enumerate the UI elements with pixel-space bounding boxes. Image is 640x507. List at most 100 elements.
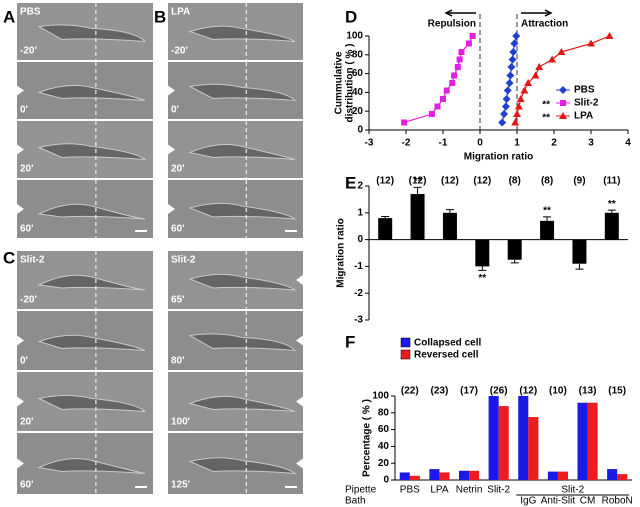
legend-swatch bbox=[400, 337, 411, 348]
cell bbox=[37, 334, 146, 351]
count-label: (12) bbox=[519, 386, 537, 397]
pipette-label: LPA bbox=[430, 485, 448, 496]
point bbox=[498, 118, 507, 127]
count-label: (12) bbox=[376, 176, 394, 187]
cell bbox=[37, 84, 146, 101]
time-label: 0' bbox=[20, 356, 28, 367]
count-label: (11) bbox=[603, 176, 620, 187]
point bbox=[456, 56, 463, 63]
pipette-marker bbox=[296, 396, 303, 407]
significance: ** bbox=[478, 273, 486, 284]
x-axis-label: Migration ratio bbox=[464, 152, 533, 163]
pipette-label: Netrin bbox=[456, 485, 483, 496]
bar bbox=[587, 402, 598, 480]
count-label: (10) bbox=[549, 386, 567, 397]
time-label: 60' bbox=[171, 224, 185, 235]
cell bbox=[188, 273, 297, 291]
panel-label: C bbox=[3, 248, 15, 267]
cell bbox=[37, 395, 147, 413]
bath-label: IgG bbox=[520, 496, 536, 507]
significance: ** bbox=[608, 199, 616, 210]
point bbox=[506, 71, 515, 80]
y-axis-label: Migration ratio bbox=[336, 218, 347, 287]
y-tick-label: 60 bbox=[378, 424, 390, 435]
legend-marker bbox=[559, 112, 567, 119]
y-tick-label: -2 bbox=[354, 288, 363, 299]
x-tick-label: 2 bbox=[551, 138, 557, 149]
error-bar bbox=[510, 259, 519, 264]
y-tick-label: 2 bbox=[357, 181, 363, 192]
bar bbox=[475, 239, 490, 267]
y-tick-label: 40 bbox=[378, 441, 390, 452]
point bbox=[512, 32, 521, 40]
time-label: -20' bbox=[171, 46, 188, 57]
significance: ** bbox=[543, 205, 551, 216]
y-tick-label: 80 bbox=[378, 407, 390, 418]
bar bbox=[488, 396, 499, 480]
point bbox=[440, 95, 446, 102]
bar bbox=[498, 406, 509, 480]
count-label: (12) bbox=[409, 176, 427, 187]
point bbox=[469, 33, 476, 39]
legend-label: Reversed cell bbox=[414, 350, 479, 361]
y-tick-label: 20 bbox=[352, 106, 364, 117]
y-tick-label: 60 bbox=[352, 68, 364, 79]
point bbox=[465, 40, 472, 47]
bar bbox=[528, 417, 539, 480]
point bbox=[587, 39, 595, 47]
y-tick-label: 40 bbox=[352, 87, 364, 98]
arrow bbox=[521, 9, 553, 17]
y-axis-label: distribution ( % ) bbox=[345, 44, 356, 123]
time-label: 0' bbox=[20, 105, 28, 116]
count-label: (8) bbox=[509, 176, 521, 187]
point bbox=[557, 47, 566, 55]
y-axis-label: Percentage ( % ) bbox=[362, 399, 373, 477]
y-tick-label: 80 bbox=[352, 49, 364, 60]
count-label: (12) bbox=[441, 176, 459, 187]
point bbox=[501, 102, 510, 111]
x-tick-label: 4 bbox=[625, 138, 631, 149]
significance: ** bbox=[542, 100, 550, 111]
time-label: 0' bbox=[171, 105, 179, 116]
point bbox=[505, 79, 514, 87]
panel-label: E bbox=[345, 173, 356, 192]
point bbox=[524, 79, 533, 86]
cell bbox=[188, 202, 297, 220]
bar bbox=[577, 402, 588, 480]
pipette-marker bbox=[17, 85, 24, 96]
error-bar bbox=[575, 263, 584, 270]
point bbox=[401, 119, 408, 126]
bar bbox=[540, 220, 555, 240]
time-label: 65' bbox=[171, 295, 185, 306]
panel-label: D bbox=[345, 7, 357, 26]
pipette-marker bbox=[17, 335, 24, 346]
legend-label: PBS bbox=[574, 85, 595, 96]
bar bbox=[410, 194, 425, 240]
pipette-label: PBS bbox=[400, 485, 420, 496]
bar bbox=[458, 470, 470, 480]
pipette-marker bbox=[17, 458, 24, 469]
x-tick-label: -3 bbox=[365, 138, 374, 149]
pipette-marker bbox=[17, 144, 24, 155]
bar bbox=[518, 396, 529, 480]
time-label: 100' bbox=[171, 417, 190, 428]
series-line bbox=[403, 35, 474, 124]
point bbox=[531, 71, 540, 79]
point bbox=[520, 86, 529, 94]
point bbox=[449, 80, 456, 86]
point bbox=[508, 55, 517, 64]
time-label: 60' bbox=[20, 480, 34, 491]
cell bbox=[188, 457, 297, 475]
condition-label: Slit-2 bbox=[20, 255, 45, 266]
bar bbox=[604, 212, 619, 240]
error-bar bbox=[445, 209, 454, 213]
bar bbox=[617, 474, 628, 480]
bar bbox=[429, 469, 440, 480]
point bbox=[451, 72, 458, 79]
time-label: 20' bbox=[20, 164, 34, 175]
time-label: 20' bbox=[171, 164, 185, 175]
y-tick-label: 0 bbox=[383, 475, 389, 486]
x-tick-label: -2 bbox=[402, 138, 411, 149]
cell bbox=[188, 83, 297, 102]
bar bbox=[442, 212, 457, 240]
